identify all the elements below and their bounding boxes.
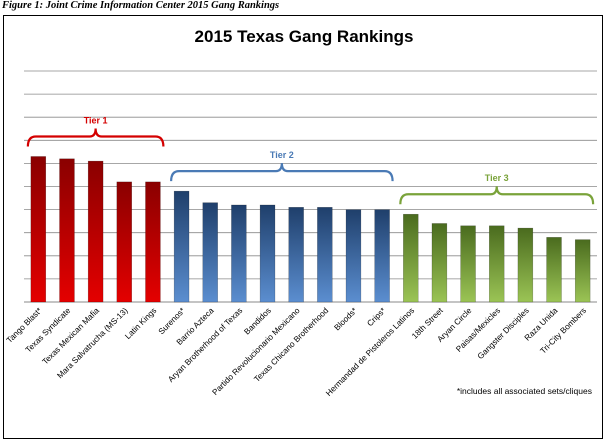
- tier-label: Tier 2: [270, 150, 294, 160]
- chart-title: 2015 Texas Gang Rankings: [195, 27, 414, 46]
- bar: [288, 207, 304, 303]
- bar: [116, 181, 132, 303]
- bar: [259, 204, 276, 303]
- bar: [231, 204, 247, 303]
- tier-label: Tier 1: [84, 115, 108, 125]
- bar: [489, 225, 505, 303]
- tier-bracket: [399, 186, 595, 205]
- bar-chart: 2015 Texas Gang Rankings Tango Blast*Tex…: [5, 27, 597, 398]
- bar: [460, 225, 476, 303]
- bar: [374, 209, 390, 303]
- tier-bracket: [26, 128, 165, 147]
- tier-bracket: [170, 163, 394, 182]
- tier-label: Tier 3: [485, 173, 509, 183]
- figure-caption: Figure 1: Joint Crime Information Center…: [2, 0, 280, 11]
- x-tick-label: Crips*: [365, 305, 388, 328]
- bar: [30, 156, 47, 303]
- bar: [317, 207, 333, 303]
- bar: [517, 227, 534, 303]
- bar: [145, 181, 161, 303]
- bar: [546, 237, 562, 303]
- tier-brackets: Tier 1 Tier 2 Tier 3: [26, 115, 595, 205]
- chart-frame: 2015 Texas Gang Rankings Tango Blast* Tex…: [3, 15, 603, 439]
- bar: [59, 158, 75, 303]
- x-tick-label: Gangster Disciples: [476, 306, 531, 361]
- bar: [202, 202, 218, 303]
- bar: [431, 223, 448, 303]
- footnote-annotation: *includes all associated sets/cliques: [457, 386, 592, 396]
- gridlines: [24, 70, 597, 303]
- bar: [574, 239, 591, 303]
- bar: [87, 160, 104, 303]
- bar: [403, 213, 419, 303]
- bars: [30, 156, 591, 303]
- bar: [345, 209, 362, 303]
- x-tick-label: Bloods*: [333, 305, 360, 332]
- bar: [173, 190, 190, 303]
